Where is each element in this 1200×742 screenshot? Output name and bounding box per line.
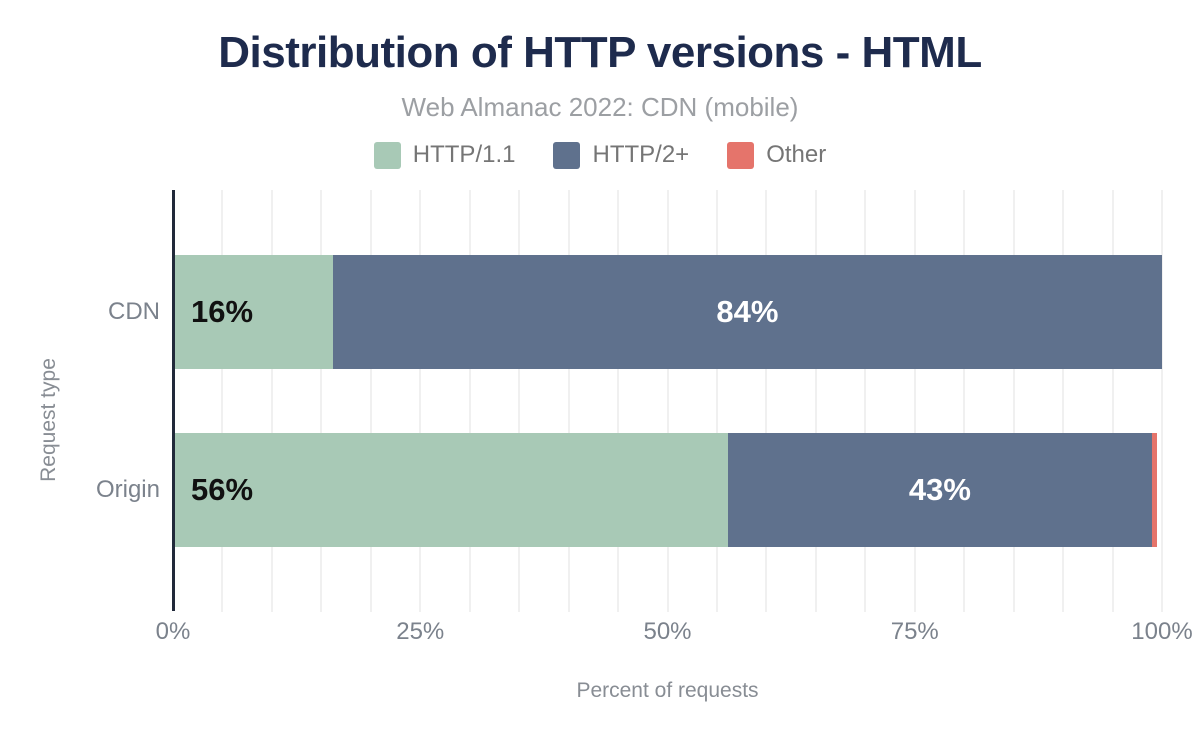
bar-value-label: 56% xyxy=(191,472,254,507)
bar-segment: 43% xyxy=(727,433,1153,547)
x-tick-label: 100% xyxy=(1131,618,1193,645)
gridline xyxy=(913,190,916,612)
legend-swatch-icon xyxy=(553,141,581,169)
gridline xyxy=(1111,190,1114,612)
bar-value-label: 16% xyxy=(191,294,254,329)
x-axis-title: Percent of requests xyxy=(576,679,759,702)
x-tick-label: 75% xyxy=(890,618,939,645)
legend-label: HTTP/2+ xyxy=(592,141,690,168)
plot-area: 16% 84% 56% 43% xyxy=(172,190,1163,612)
y-axis-line xyxy=(172,190,175,611)
gridline xyxy=(221,190,224,612)
legend-item: Other xyxy=(727,141,826,169)
legend-label: Other xyxy=(766,141,827,168)
y-axis-title: Request type xyxy=(37,358,60,482)
chart-subtitle: Web Almanac 2022: CDN (mobile) xyxy=(401,92,799,122)
bar-row: 16% 84% xyxy=(175,255,1162,369)
legend-item: HTTP/1.1 xyxy=(373,141,516,169)
bar-segment xyxy=(1152,433,1158,547)
gridline xyxy=(468,190,471,612)
gridline xyxy=(518,190,521,612)
gridline xyxy=(270,190,273,612)
category-label: CDN xyxy=(108,298,160,325)
gridline xyxy=(814,190,817,612)
category-axis: CDN Origin xyxy=(0,190,160,608)
gridline xyxy=(419,190,422,612)
legend-swatch-icon xyxy=(373,141,401,169)
x-axis-ticks: 0% 25% 50% 75% 100% xyxy=(156,618,1193,648)
gridline xyxy=(864,190,867,612)
gridline xyxy=(617,190,620,612)
gridline xyxy=(715,190,718,612)
legend: HTTP/1.1 HTTP/2+ Other xyxy=(0,141,1200,169)
x-tick-label: 50% xyxy=(643,618,692,645)
bar-segment: 56% xyxy=(175,433,728,547)
legend-swatch-icon xyxy=(727,141,755,169)
bar-row: 56% 43% xyxy=(175,433,1162,547)
gridline xyxy=(963,190,966,612)
x-tick-label: 0% xyxy=(155,618,191,645)
bar-value-label: 43% xyxy=(908,472,971,507)
gridline xyxy=(567,190,570,612)
x-tick-label: 25% xyxy=(396,618,445,645)
gridline xyxy=(1161,190,1163,612)
gridline xyxy=(765,190,768,612)
legend-item: HTTP/2+ xyxy=(553,141,689,169)
bar-segment: 84% xyxy=(332,255,1162,369)
gridline xyxy=(1012,190,1015,612)
category-label: Origin xyxy=(95,476,160,503)
bar-segment: 16% xyxy=(175,255,333,369)
gridline xyxy=(320,190,323,612)
gridline xyxy=(666,190,669,612)
gridline xyxy=(369,190,372,612)
chart-title: Distribution of HTTP versions - HTML xyxy=(218,28,982,77)
legend-label: HTTP/1.1 xyxy=(412,141,516,168)
bar-value-label: 84% xyxy=(716,294,779,329)
gridline xyxy=(1062,190,1065,612)
